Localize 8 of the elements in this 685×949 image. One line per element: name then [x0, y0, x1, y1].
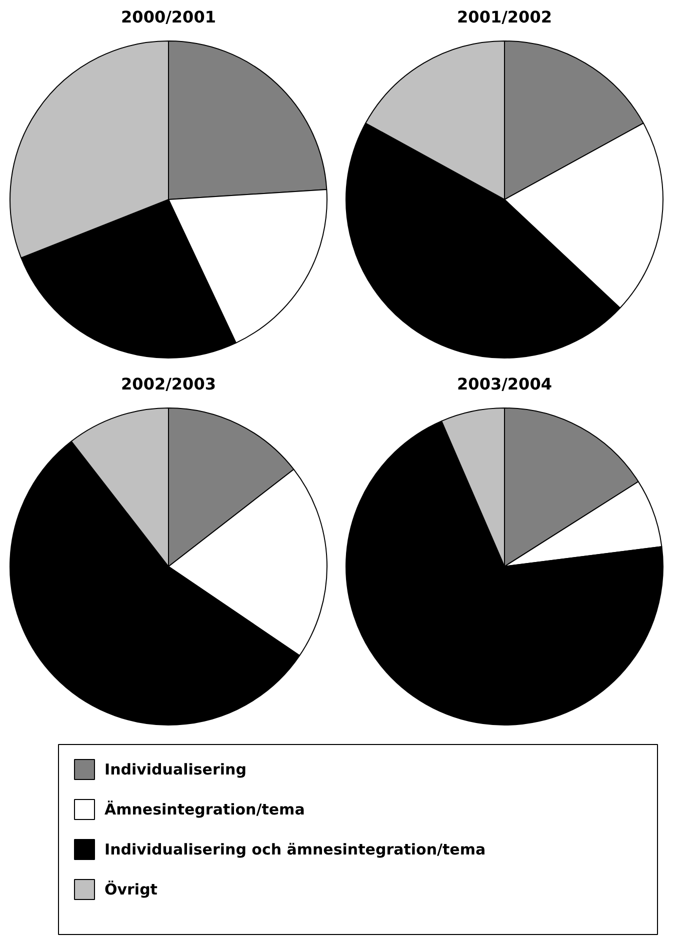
chart-title: 2000/2001 — [121, 8, 216, 26]
chart-title: 2001/2002 — [457, 8, 552, 26]
chart-title: 2003/2004 — [457, 374, 552, 394]
legend-label: Individualisering — [104, 760, 246, 778]
legend-label: Ämnesintegration/tema — [104, 800, 305, 818]
legend-label: Individualisering och ämnesintegration/tema — [104, 840, 486, 858]
legend-label: Övrigt — [104, 880, 158, 898]
chart-title: 2002/2003 — [121, 374, 216, 394]
